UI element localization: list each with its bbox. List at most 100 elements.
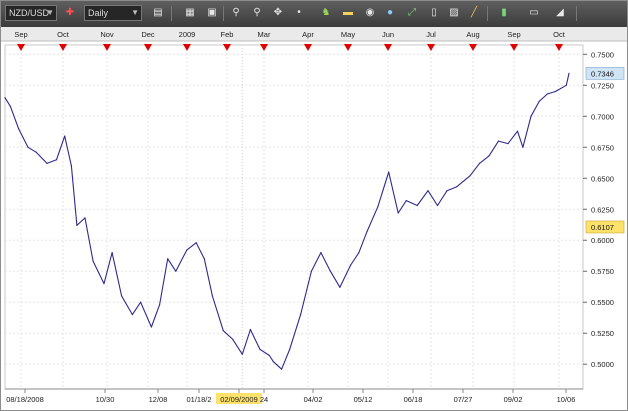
compare-icon[interactable]: ▤: [153, 7, 163, 18]
month-tick-label: Nov: [100, 30, 114, 39]
price-point: [507, 143, 509, 145]
price-point: [554, 90, 557, 93]
price-point: [9, 105, 11, 107]
panel-icon[interactable]: ▯: [431, 7, 437, 18]
price-tick-label: 0.7000: [591, 112, 614, 121]
price-point: [211, 295, 213, 297]
price-point: [516, 130, 519, 132]
month-tick-label: Dec: [141, 30, 155, 39]
price-point: [159, 304, 161, 306]
print-icon[interactable]: ▭: [529, 7, 539, 18]
bar-icon[interactable]: ▮: [501, 7, 507, 18]
period-select[interactable]: Daily ▼: [84, 5, 142, 21]
price-point: [111, 252, 113, 254]
price-badges: 0.7346 0.6107: [585, 67, 625, 234]
price-tick-label: 0.5250: [591, 329, 614, 338]
price-point: [70, 165, 72, 167]
month-tick-label: Oct: [553, 30, 566, 39]
zoom-out-icon[interactable]: ⚲: [253, 7, 261, 18]
line-draw-icon[interactable]: ╱: [470, 7, 478, 18]
month-tick-label: Sep: [507, 30, 520, 39]
date-tick-label: 08/18/2008: [6, 395, 44, 404]
price-point: [446, 190, 448, 192]
event-marker-icon: [344, 44, 352, 51]
price-point: [329, 270, 331, 272]
note-icon[interactable]: ▬: [343, 7, 353, 18]
chevron-down-icon: ▼: [131, 8, 139, 17]
price-series: [4, 72, 570, 370]
price-point: [405, 200, 407, 202]
price-point: [131, 314, 133, 316]
price-point: [222, 330, 224, 332]
price-point: [186, 249, 188, 251]
event-markers: [17, 44, 563, 51]
eye-icon[interactable]: ◉: [365, 7, 375, 18]
zoom-fit-icon[interactable]: ⤢: [408, 7, 416, 18]
price-chart[interactable]: Sep Oct Nov Dec 2009 Feb Mar Apr May Jun Jul Aug Sep…: [1, 27, 627, 410]
date-tick-label: 05/12: [354, 395, 373, 404]
price-point: [167, 258, 169, 260]
price-axis: 0.7500 0.7250 0.7000 0.6750 0.6500 0.6250 0.60…: [583, 50, 614, 369]
date-tick-label: 04/02: [304, 395, 323, 404]
price-point: [310, 270, 312, 272]
price-point: [232, 338, 234, 340]
event-marker-icon: [183, 44, 191, 51]
price-point: [268, 354, 270, 357]
date-tick-label: 07/27: [454, 395, 473, 404]
eraser-icon[interactable]: ◢: [556, 7, 564, 18]
price-point: [397, 212, 399, 214]
price-point: [416, 204, 418, 207]
event-marker-icon: [17, 44, 25, 51]
chart-toolbar: NZD/USD ▼ ✚ Daily ▼ ▤ ▦ ▣ ⚲ ⚲ ✥ • ♞ ▬ ◉ …: [1, 1, 627, 28]
price-point: [358, 252, 360, 254]
last-price-label: 0.7346: [591, 69, 614, 78]
price-point: [427, 190, 429, 192]
month-tick-label: Apr: [302, 30, 314, 39]
price-tick-label: 0.5500: [591, 298, 614, 307]
price-tick-label: 0.6500: [591, 174, 614, 183]
price-point: [76, 224, 78, 226]
price-point: [366, 231, 368, 233]
price-point: [388, 171, 390, 173]
event-marker-icon: [427, 44, 435, 51]
price-point: [203, 258, 205, 260]
price-point: [259, 348, 261, 350]
price-tick-label: 0.6000: [591, 236, 614, 245]
period-select-value: Daily: [88, 8, 109, 18]
price-point: [300, 314, 302, 316]
chart-icon[interactable]: ▨: [449, 7, 459, 18]
price-point: [64, 135, 66, 137]
price-point: [377, 206, 379, 208]
price-point: [538, 100, 540, 102]
price-point: [4, 97, 6, 99]
crosshair-icon[interactable]: ✥: [273, 7, 283, 18]
event-marker-icon: [555, 44, 563, 51]
symbol-select[interactable]: NZD/USD ▼: [5, 5, 57, 21]
event-marker-icon: [260, 44, 268, 51]
layout-icon[interactable]: ▦: [185, 7, 195, 18]
price-point: [35, 151, 37, 153]
globe-icon[interactable]: ●: [386, 7, 394, 18]
price-point: [565, 84, 567, 86]
symbol-select-value: NZD/USD: [9, 8, 49, 18]
stock-icon[interactable]: ♞: [321, 7, 331, 18]
date-tick-label: 02/09/2009: [220, 395, 258, 404]
month-tick-label: Feb: [221, 30, 234, 39]
price-point: [530, 115, 532, 117]
event-marker-icon: [469, 44, 477, 51]
zoom-in-icon[interactable]: ⚲: [232, 7, 240, 18]
price-tick-label: 0.5000: [591, 360, 614, 369]
window-icon[interactable]: ▣: [207, 7, 217, 18]
price-point: [18, 128, 20, 130]
month-tick-label: Jun: [382, 30, 394, 39]
price-tick-label: 0.7500: [591, 50, 614, 59]
last-price-badge: [585, 67, 625, 80]
bar-type-icon[interactable]: ✚: [65, 7, 75, 18]
price-tick-label: 0.7250: [591, 81, 614, 90]
indicator-icon[interactable]: •: [297, 7, 301, 18]
price-point: [488, 155, 490, 157]
price-point: [195, 242, 197, 244]
event-marker-icon: [59, 44, 67, 51]
price-point: [455, 186, 458, 188]
